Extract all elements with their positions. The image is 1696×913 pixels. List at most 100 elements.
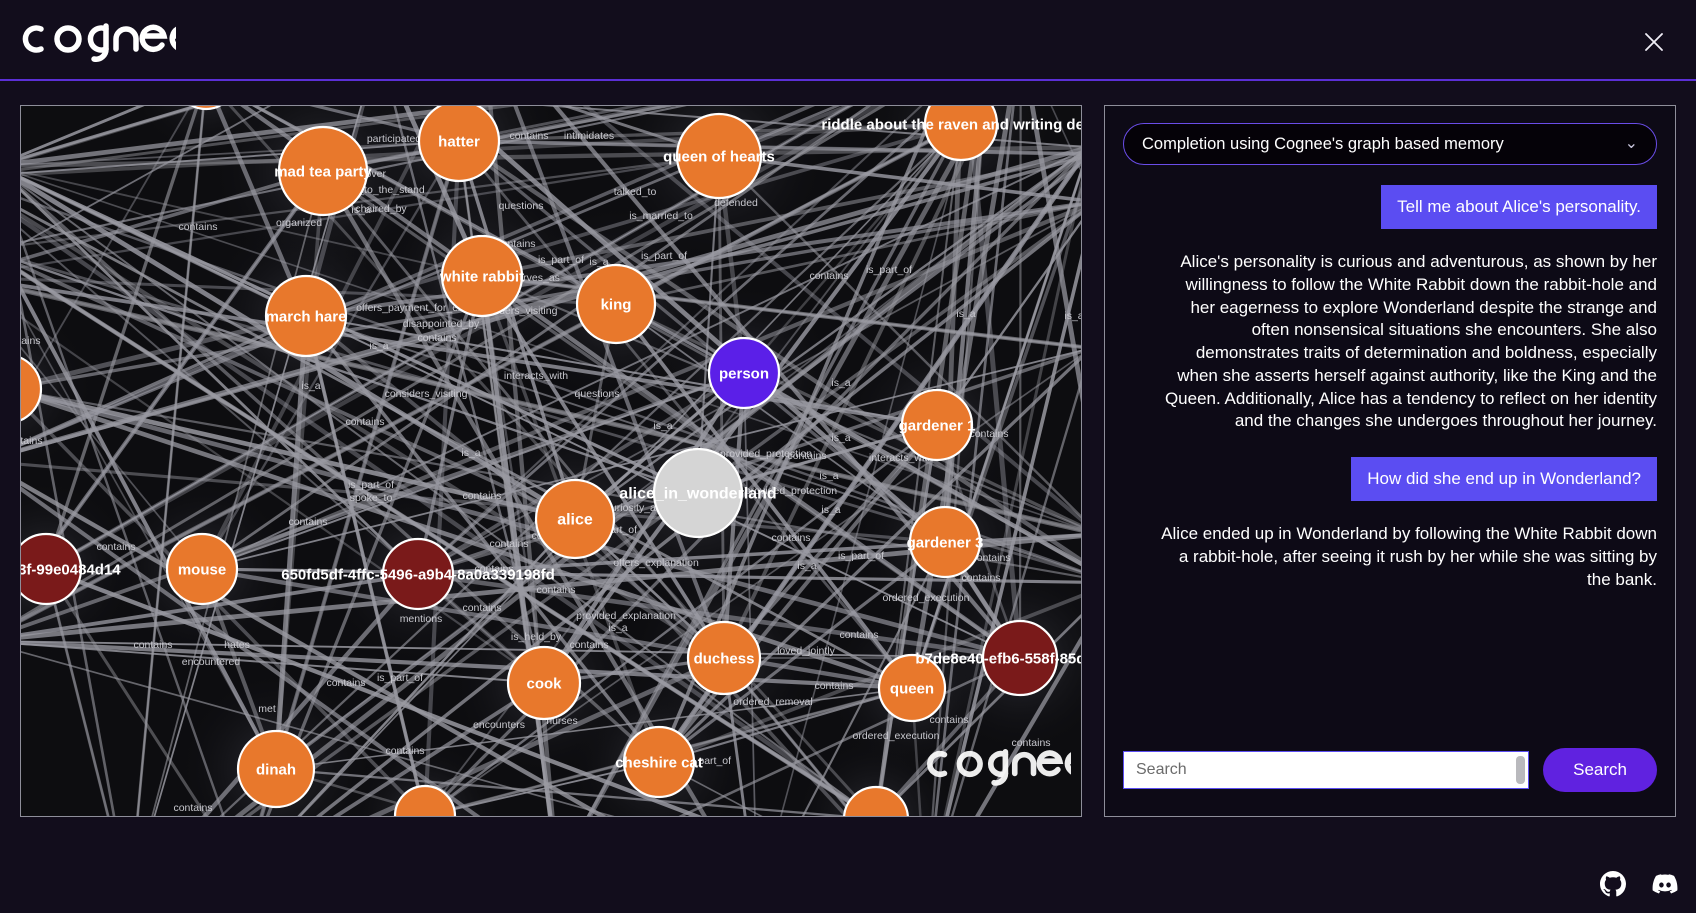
graph-node[interactable]	[923, 106, 999, 162]
node-glow	[792, 735, 960, 816]
graph-node-label: dinah	[256, 761, 296, 778]
graph-edge	[910, 167, 1081, 689]
graph-edge	[275, 767, 448, 816]
edge-label: serves_as	[512, 272, 560, 284]
graph-edge	[614, 302, 914, 690]
graph-node[interactable]	[900, 388, 974, 462]
graph-edge	[458, 139, 1081, 156]
edge-label: is_part_of	[538, 254, 584, 266]
graph-node[interactable]	[440, 234, 524, 318]
search-mode-label: Completion using Cognee's graph based me…	[1142, 134, 1504, 153]
graph-edge	[45, 566, 702, 816]
graph-edge	[21, 106, 145, 158]
edge-label: contains	[462, 490, 501, 502]
edge-label: defended	[714, 197, 758, 209]
graph-node[interactable]	[908, 505, 982, 579]
search-input[interactable]	[1123, 751, 1530, 789]
graph-node[interactable]	[21, 532, 83, 606]
edge-label: questions	[499, 200, 544, 212]
edge-label: questions	[575, 388, 620, 400]
edge-label: is_a	[369, 340, 388, 352]
graph-edge	[21, 314, 307, 446]
edge-label: is_a	[831, 432, 850, 444]
graph-node[interactable]	[21, 355, 43, 423]
search-button[interactable]: Search	[1543, 748, 1657, 792]
edge-label: contains	[462, 602, 501, 614]
edge-label: met	[258, 703, 276, 715]
graph-canvas[interactable]: containsparticipated_inpresides_overcont…	[21, 106, 1081, 816]
edge-label: contains	[173, 802, 212, 814]
user-message: Tell me about Alice's personality.	[1381, 185, 1657, 229]
graph-edge	[21, 106, 192, 397]
graph-node[interactable]	[264, 274, 348, 358]
graph-node[interactable]	[652, 447, 744, 539]
footer-links	[1600, 871, 1678, 897]
graph-node-label: ac3-aa3f-99e0484d14	[21, 561, 121, 578]
graph-node-label: person	[719, 365, 769, 382]
edge-label: considers_visiting	[385, 388, 468, 400]
edge-label: provided_protection	[720, 448, 812, 460]
graph-edge	[21, 106, 272, 246]
edge-label: contains	[133, 639, 172, 651]
graph-edge	[458, 106, 642, 143]
graph-node[interactable]	[686, 620, 762, 696]
graph-edge	[21, 106, 886, 620]
github-icon[interactable]	[1600, 871, 1626, 897]
graph-node[interactable]	[877, 653, 947, 723]
graph-node-label: alice_in_wonderland	[619, 486, 776, 503]
graph-node-label: gardener 3	[907, 534, 984, 551]
close-icon[interactable]	[1632, 20, 1676, 64]
graph-node[interactable]	[381, 537, 455, 611]
assistant-message: Alice ended up in Wonderland by followin…	[1161, 524, 1657, 589]
graph-node[interactable]	[534, 478, 616, 560]
graph-edge	[21, 297, 116, 816]
graph-node[interactable]	[236, 729, 316, 809]
graph-node-label: 650fd5df-4ffc-5496-a9b4-8a0a339198fd	[281, 566, 554, 583]
search-mode-dropdown[interactable]: Completion using Cognee's graph based me…	[1123, 123, 1657, 165]
graph-edge	[801, 541, 946, 816]
graph-node[interactable]	[575, 263, 657, 345]
edge-label: is_married_to	[629, 210, 693, 222]
edge-label: contains	[929, 714, 968, 726]
edge-label: is_a	[351, 204, 370, 216]
graph-node[interactable]	[393, 784, 457, 816]
graph-node[interactable]	[707, 336, 781, 410]
graph-edge	[615, 203, 1081, 306]
graph-node[interactable]	[506, 645, 582, 721]
graph-edge	[21, 462, 946, 544]
discord-icon[interactable]	[1652, 871, 1678, 897]
graph-edge	[877, 613, 1081, 816]
graph-node-label: duchess	[694, 650, 755, 667]
graph-edge	[275, 687, 913, 770]
chat-panel: Completion using Cognee's graph based me…	[1104, 105, 1676, 817]
edge-label: contains	[771, 532, 810, 544]
graph-node[interactable]	[675, 112, 763, 200]
graph-node[interactable]	[176, 106, 236, 111]
edge-label: contains	[385, 745, 424, 757]
graph-edge	[44, 568, 110, 816]
user-message: How did she end up in Wonderland?	[1351, 457, 1657, 502]
knowledge-graph-panel[interactable]: containsparticipated_inpresides_overcont…	[20, 105, 1082, 817]
graph-edge	[21, 177, 1021, 659]
edge-label: contains	[474, 563, 513, 575]
graph-edge	[586, 106, 987, 816]
graph-node[interactable]	[417, 106, 501, 183]
message-list: Tell me about Alice's personality. Alice'…	[1105, 165, 1675, 748]
graph-node[interactable]	[277, 125, 369, 217]
graph-edge	[21, 310, 277, 770]
graph-node[interactable]	[981, 619, 1059, 697]
graph-edge	[21, 154, 720, 269]
graph-node[interactable]	[622, 725, 696, 799]
edge-label: is_part_of	[866, 264, 912, 276]
graph-edge	[21, 169, 324, 262]
edge-label: is_part_of	[641, 250, 687, 262]
edge-label: ordered_removal	[733, 696, 812, 708]
graph-edge	[305, 201, 1081, 318]
graph-edge	[975, 635, 1081, 816]
edge-label: is_a	[819, 470, 838, 482]
graph-edge	[21, 287, 1081, 533]
edge-label: is_held_by	[511, 631, 562, 643]
graph-node[interactable]	[843, 785, 909, 816]
graph-node[interactable]	[165, 532, 239, 606]
graph-edge	[424, 354, 1081, 816]
